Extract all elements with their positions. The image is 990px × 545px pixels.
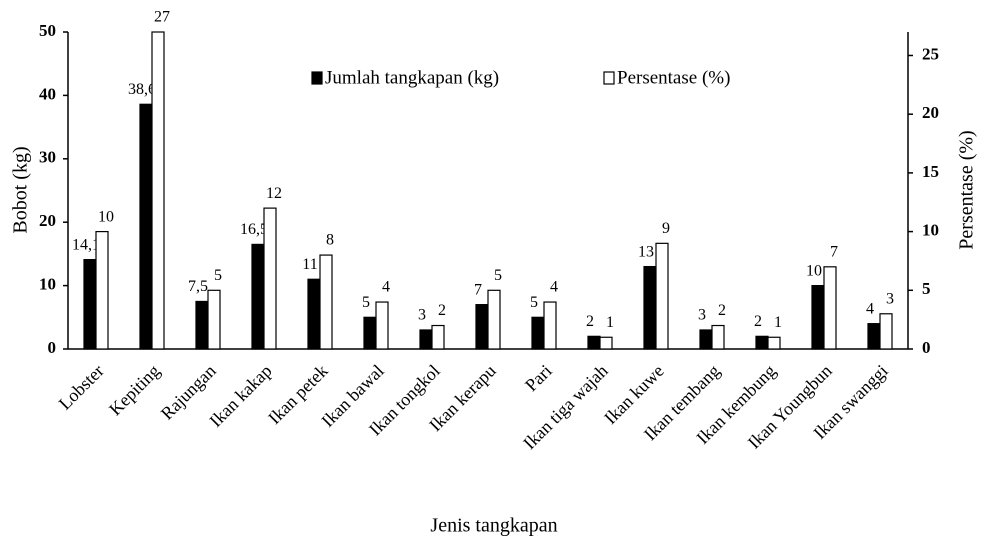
data-label: 3 [698,307,706,324]
y2-tick-label: 10 [922,220,939,239]
data-label: 2 [438,302,446,319]
legend-swatch [603,71,615,85]
bar [587,335,601,350]
bar [251,243,265,350]
data-label: 7 [830,243,838,260]
x-tick-label: Pari [521,361,556,396]
y-tick-label: 10 [39,275,56,294]
data-label: 3 [418,307,426,324]
bar [823,266,837,350]
data-label: 5 [494,267,502,284]
data-label: 12 [266,185,282,202]
bar [643,265,657,350]
y2-axis-title: Persentase (%) [956,130,978,249]
y-tick-label: 0 [48,338,57,357]
data-label: 38,6 [128,81,156,98]
data-label: 16,5 [240,221,268,238]
bar [699,329,713,350]
data-label: 1 [606,314,614,331]
bar [531,316,545,350]
data-label: 10 [806,262,822,279]
data-label: 5 [214,267,222,284]
legend-label: Jumlah tangkapan (kg) [325,67,499,88]
data-label: 27 [154,9,170,26]
data-label: 7,5 [188,278,208,295]
data-label: 5 [362,294,370,311]
bar [95,230,109,350]
bar [811,285,825,350]
bar [599,336,613,350]
data-label: 2 [718,302,726,319]
bar [263,207,277,350]
bar [139,103,153,350]
bar [195,300,209,350]
bar [363,316,377,350]
y-tick-label: 30 [39,148,56,167]
data-label: 13 [638,243,654,260]
y-axis-title: Bobot (kg) [10,146,32,233]
y-tick-label: 40 [39,84,56,103]
y-tick-label: 20 [39,211,56,230]
bar [879,313,893,350]
bar [375,301,389,350]
y2-tick-label: 15 [922,162,939,181]
bar [867,323,881,350]
bar [755,335,769,350]
x-tick-label: Lobster [55,361,108,414]
y-tick-label: 50 [39,21,56,40]
bar [319,254,333,350]
bar [83,259,97,350]
x-axis-title: Jenis tangkapan [430,515,557,537]
bar [207,289,221,350]
bar [475,304,489,350]
y2-tick-label: 20 [922,103,939,122]
bar [655,242,669,350]
data-label: 8 [326,232,334,249]
data-label: 7 [474,281,482,298]
data-label: 14,1 [72,236,100,253]
y2-tick-label: 5 [922,279,931,298]
bar [711,324,725,350]
data-label: 3 [886,290,894,307]
data-label: 1 [774,314,782,331]
data-label: 2 [586,313,594,330]
bar [419,329,433,350]
y2-tick-label: 0 [922,338,931,357]
data-label: 4 [550,279,558,296]
bar [307,278,321,350]
bar [487,289,501,350]
data-label: 5 [530,294,538,311]
data-label: 4 [382,279,390,296]
legend-swatch [311,71,323,85]
data-label: 2 [754,313,762,330]
data-label: 9 [662,220,670,237]
legend-label: Persentase (%) [617,67,730,88]
x-tick-label: Kepiting [105,361,164,420]
y2-tick-label: 25 [922,44,939,63]
bar [543,301,557,350]
bar [151,31,165,350]
data-label: 10 [98,208,114,225]
bar [431,324,445,350]
data-label: 4 [866,300,874,317]
bar [767,336,781,350]
data-label: 11 [302,256,317,273]
